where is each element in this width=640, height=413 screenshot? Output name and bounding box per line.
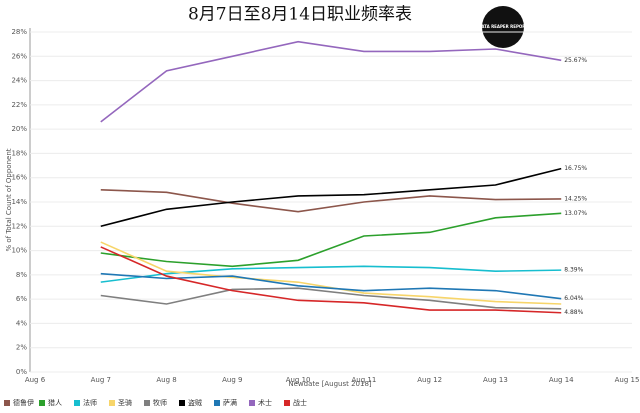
legend-swatch xyxy=(144,400,150,406)
x-tick-label: Aug 8 xyxy=(156,376,176,384)
series-line xyxy=(100,287,562,310)
series-line xyxy=(100,167,562,228)
y-tick-label: 6% xyxy=(16,295,27,303)
legend-swatch xyxy=(214,400,220,406)
y-tick-label: 12% xyxy=(11,222,27,230)
chart-title: 8月7日至8月14日职业频率表 xyxy=(188,5,412,25)
x-tick-label: Aug 14 xyxy=(549,376,574,384)
legend-label: 战士 xyxy=(293,398,307,407)
y-tick-label: 28% xyxy=(11,28,27,36)
value-label: 6.04% xyxy=(564,295,583,302)
legend-label: 法师 xyxy=(83,398,97,407)
logo xyxy=(482,6,524,48)
value-label: 13.07% xyxy=(564,210,587,217)
x-tick-label: Aug 6 xyxy=(25,376,46,384)
legend-swatch xyxy=(109,400,115,406)
legend-label: 德鲁伊 xyxy=(13,398,34,407)
y-tick-label: 26% xyxy=(11,52,27,60)
legend-label: 牧师 xyxy=(153,398,167,407)
legend-label: 萨满 xyxy=(223,398,237,407)
series-line xyxy=(100,246,562,314)
x-tick-label: Aug 15 xyxy=(615,376,640,384)
series-line xyxy=(100,189,562,213)
y-tick-label: 2% xyxy=(16,344,27,352)
x-tick-label: Aug 7 xyxy=(91,376,111,384)
y-tick-label: 4% xyxy=(16,319,27,327)
y-tick-label: 10% xyxy=(11,247,27,255)
y-tick-label: 0% xyxy=(16,368,27,376)
series-line xyxy=(100,212,562,268)
x-tick-label: Aug 9 xyxy=(222,376,242,384)
value-label: 25.67% xyxy=(564,57,587,64)
legend-label: 猎人 xyxy=(48,398,62,407)
value-label: 14.25% xyxy=(564,195,587,202)
y-tick-label: 18% xyxy=(11,149,27,157)
y-tick-label: 14% xyxy=(11,198,27,206)
value-label: 16.75% xyxy=(564,165,587,172)
series-line xyxy=(100,265,562,283)
legend-label: 盗贼 xyxy=(188,398,202,407)
legend-swatch xyxy=(284,400,290,406)
logo-text: DATA REAPER REPORT xyxy=(478,24,528,29)
x-tick-label: Aug 10 xyxy=(286,376,311,384)
y-tick-label: 16% xyxy=(11,174,27,182)
x-tick-label: Aug 12 xyxy=(417,376,442,384)
legend-label: 术士 xyxy=(258,398,272,407)
legend-swatch xyxy=(4,400,10,406)
y-tick-label: 24% xyxy=(11,77,27,85)
legend-swatch xyxy=(179,400,185,406)
y-tick-label: 22% xyxy=(11,101,27,109)
y-tick-label: 8% xyxy=(16,271,27,279)
series-line xyxy=(100,40,562,123)
x-tick-label: Aug 13 xyxy=(483,376,508,384)
legend-swatch xyxy=(74,400,80,406)
y-axis-title: % of Total Count of Opponent xyxy=(5,148,13,251)
legend-swatch xyxy=(249,400,255,406)
legend-label: 圣骑 xyxy=(118,398,132,407)
x-tick-label: Aug 11 xyxy=(351,376,376,384)
legend-swatch xyxy=(39,400,45,406)
value-label: 8.39% xyxy=(564,267,583,274)
y-tick-label: 20% xyxy=(11,125,27,133)
x-axis-title: Newdate [August 2018] xyxy=(288,380,372,388)
value-label: 4.88% xyxy=(564,309,583,316)
